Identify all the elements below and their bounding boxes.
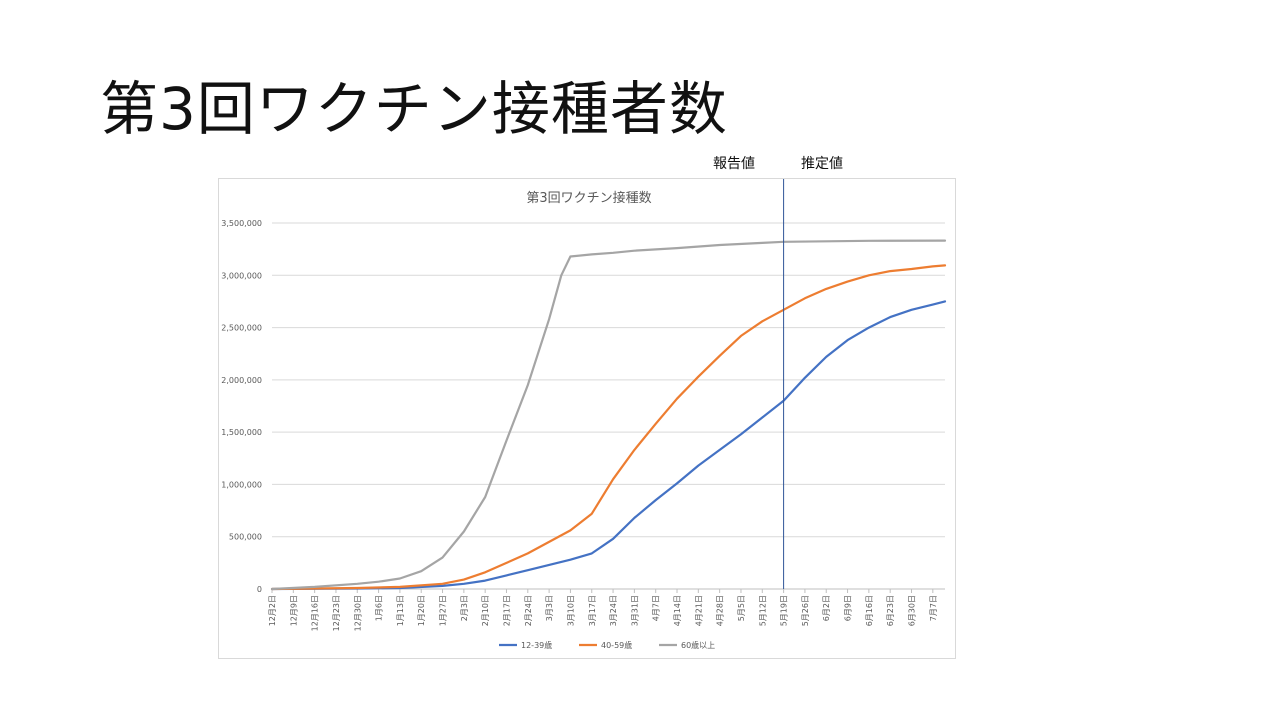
x-tick-label: 4月7日 <box>652 595 661 621</box>
x-tick-label: 4月28日 <box>716 595 725 626</box>
line-chart: 第3回ワクチン接種数 0 500,000 1,000,000 1,500,000 2,0… <box>221 179 947 650</box>
x-axis-ticks: 12月2日 12月9日 12月16日 12月23日 12月30日 1月6日 1月13日 1月2… <box>268 589 938 631</box>
x-tick-label: 5月19日 <box>780 595 789 626</box>
x-tick-label: 12月2日 <box>268 595 277 626</box>
legend-label: 60歳以上 <box>681 640 715 650</box>
x-tick-label: 12月30日 <box>353 595 362 631</box>
x-tick-label: 12月9日 <box>289 595 298 626</box>
y-tick-label: 1,000,000 <box>221 480 262 489</box>
x-tick-label: 4月14日 <box>673 595 682 626</box>
x-tick-label: 6月30日 <box>908 595 917 626</box>
y-axis-ticks: 0 500,000 1,000,000 1,500,000 2,000,000 2,500… <box>221 219 262 594</box>
legend-label: 40-59歳 <box>601 640 632 650</box>
y-tick-label: 1,500,000 <box>221 428 262 437</box>
series-line <box>270 300 947 591</box>
y-tick-label: 0 <box>257 585 262 594</box>
slide-title: 第3回ワクチン接種者数 <box>100 75 728 143</box>
x-tick-label: 5月12日 <box>758 595 767 626</box>
y-tick-label: 3,000,000 <box>221 271 262 280</box>
estimated-values-label: 推定値 <box>801 156 843 172</box>
x-tick-label: 1月6日 <box>375 595 384 621</box>
series-line <box>270 239 947 591</box>
x-tick-label: 1月13日 <box>396 595 405 626</box>
x-tick-label: 12月16日 <box>311 595 320 631</box>
x-tick-label: 3月17日 <box>588 595 597 626</box>
x-tick-label: 5月26日 <box>801 595 810 626</box>
x-tick-label: 3月31日 <box>630 595 639 626</box>
y-tick-label: 2,000,000 <box>221 376 262 385</box>
x-tick-label: 7月7日 <box>929 595 938 621</box>
x-tick-label: 5月5日 <box>737 595 746 621</box>
x-tick-label: 12月23日 <box>332 595 341 631</box>
x-tick-label: 3月10日 <box>566 595 575 626</box>
x-tick-label: 2月3日 <box>460 595 469 621</box>
x-tick-label: 2月17日 <box>502 595 511 626</box>
x-tick-label: 6月16日 <box>865 595 874 626</box>
x-tick-label: 1月20日 <box>417 595 426 626</box>
x-tick-label: 4月21日 <box>694 595 703 626</box>
x-tick-label: 2月10日 <box>481 595 490 626</box>
y-tick-label: 500,000 <box>229 533 262 542</box>
y-tick-label: 2,500,000 <box>221 324 262 333</box>
chart-title: 第3回ワクチン接種数 <box>526 190 651 206</box>
series-line <box>270 264 947 591</box>
x-tick-label: 1月27日 <box>439 595 448 626</box>
chart-frame: 第3回ワクチン接種数 0 500,000 1,000,000 1,500,000 2,0… <box>218 178 956 659</box>
series-lines <box>270 239 947 591</box>
y-tick-label: 3,500,000 <box>221 219 262 228</box>
gridlines <box>272 222 945 590</box>
reported-values-label: 報告値 <box>713 156 755 172</box>
x-tick-label: 3月24日 <box>609 595 618 626</box>
x-tick-label: 6月2日 <box>822 595 831 621</box>
legend-label: 12-39歳 <box>521 640 552 650</box>
legend: 12-39歳 40-59歳 60歳以上 <box>499 640 715 650</box>
x-tick-label: 6月9日 <box>844 595 853 621</box>
x-tick-label: 2月24日 <box>524 595 533 626</box>
x-tick-label: 3月3日 <box>545 595 554 621</box>
x-tick-label: 6月23日 <box>886 595 895 626</box>
